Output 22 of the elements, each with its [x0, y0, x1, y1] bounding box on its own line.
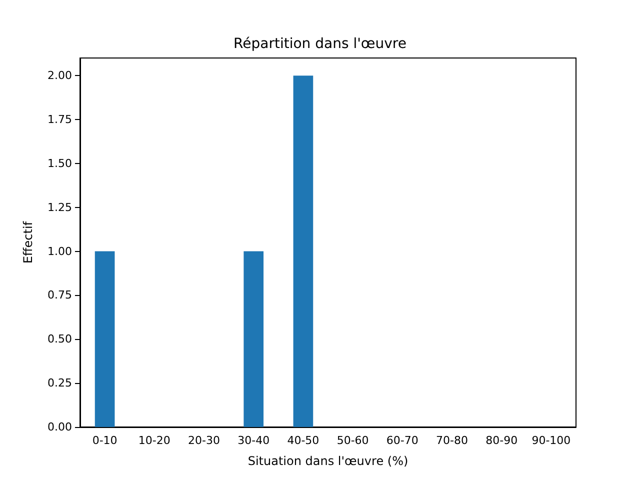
y-tick-label: 0.75 — [48, 288, 72, 302]
x-tick-label: 80-90 — [486, 434, 518, 447]
y-tick-label: 2.00 — [48, 69, 72, 82]
chart-title: Répartition dans l'œuvre — [234, 36, 406, 52]
y-tick-label: 0.00 — [48, 420, 72, 434]
x-tick-label: 0-10 — [92, 434, 118, 447]
x-tick-label: 50-60 — [336, 434, 369, 447]
y-tick-label: 1.25 — [48, 200, 72, 214]
x-tick-label: 70-80 — [436, 434, 468, 447]
x-tick-label: 60-70 — [386, 434, 418, 447]
y-tick-label: 1.50 — [48, 156, 72, 170]
x-tick-label: 20-30 — [188, 434, 220, 447]
y-tick-label: 0.50 — [48, 332, 72, 346]
x-tick-label: 30-40 — [238, 434, 270, 447]
y-tick-label: 1.75 — [48, 113, 72, 126]
y-tick-label: 1.00 — [48, 244, 72, 258]
x-axis-title: Situation dans l'œuvre (%) — [248, 454, 408, 468]
x-tick-label: 10-20 — [138, 434, 170, 447]
y-tick-label: 0.25 — [48, 376, 72, 390]
x-tick-label: 40-50 — [287, 434, 320, 447]
y-axis-title: Effectif — [21, 220, 35, 264]
x-tick-label: 90-100 — [532, 434, 571, 447]
